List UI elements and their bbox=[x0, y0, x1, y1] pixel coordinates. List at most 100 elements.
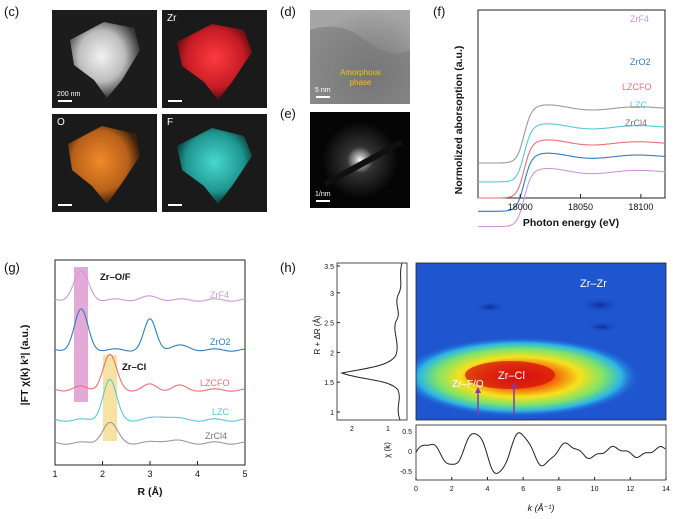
xanes-xtick-label-2: 18100 bbox=[628, 202, 653, 212]
panel-label-h: (h) bbox=[280, 260, 296, 275]
wt-side-profile bbox=[340, 262, 403, 421]
wt-arrowhead-zrcl bbox=[511, 382, 517, 388]
ft-line-1 bbox=[54, 308, 246, 352]
xanes-legend-lzcfo: LZCFO bbox=[622, 82, 652, 92]
wt-rtick-label-4: 1.5 bbox=[324, 380, 334, 387]
wt-ktick-label-2: 4 bbox=[485, 486, 489, 493]
ft-xtick-label-4: 5 bbox=[242, 469, 247, 479]
wt-main-core bbox=[465, 361, 555, 389]
saed-scalebar-label: 1/nm bbox=[315, 191, 331, 198]
xanes-xtick-label-1: 18050 bbox=[568, 202, 593, 212]
zr-map-scalebar bbox=[168, 100, 182, 102]
xanes-xtick-label-0: 18000 bbox=[508, 202, 533, 212]
wt-feature-2 bbox=[472, 301, 508, 313]
wt-arrowhead-zrfo bbox=[475, 387, 481, 393]
xanes-line-4 bbox=[478, 104, 666, 164]
amorphous-annotation-line2: phase bbox=[349, 78, 372, 87]
panel-label-c: (c) bbox=[4, 4, 20, 19]
f-map-label: F bbox=[167, 117, 174, 128]
xanes-tick-group: 18000 18050 18100 bbox=[508, 194, 653, 212]
panel-label-g: (g) bbox=[4, 260, 20, 275]
zrcl-highlight bbox=[103, 355, 117, 441]
wt-chi-tick-group: 0.5 0 -0.5 bbox=[400, 429, 412, 476]
zr-map-label: Zr bbox=[167, 13, 177, 24]
wt-side-xtick-label-1: 1 bbox=[386, 426, 390, 433]
wt-zrzr-feature bbox=[578, 297, 622, 313]
f-map-scalebar bbox=[168, 204, 182, 206]
wt-chitick-label-2: -0.5 bbox=[400, 469, 412, 476]
ft-xtick-label-1: 2 bbox=[100, 469, 105, 479]
wt-ylabel: R + ΔR (Å) bbox=[313, 315, 322, 354]
xanes-line-3 bbox=[478, 123, 666, 183]
wt-rtick-label-2: 2.5 bbox=[324, 321, 334, 328]
saed-scalebar bbox=[316, 200, 330, 202]
xanes-line-0 bbox=[478, 167, 666, 228]
wt-label-zrcl: Zr–Cl bbox=[498, 370, 525, 382]
ft-legend-zro2: ZrO2 bbox=[210, 337, 231, 347]
saed-pattern bbox=[322, 122, 404, 198]
wt-ktick-label-3: 6 bbox=[521, 486, 525, 493]
wt-label-zrzr: Zr–Zr bbox=[580, 278, 607, 290]
ft-xtick-label-2: 3 bbox=[147, 469, 152, 479]
wt-map bbox=[416, 263, 666, 420]
f-map-particle bbox=[177, 128, 252, 204]
wt-side-xtick-label-0: 2 bbox=[350, 426, 354, 433]
ft-ylabel: |FT χ(k) k³| (a.u.) bbox=[19, 325, 31, 406]
ft-line-0 bbox=[54, 270, 246, 302]
o-map-label: O bbox=[57, 117, 65, 128]
ft-legend-lzcfo: LZCFO bbox=[200, 378, 230, 388]
wt-ktick-label-6: 12 bbox=[626, 486, 634, 493]
xanes-legend-zro2: ZrO2 bbox=[630, 57, 651, 67]
ft-legend-zrcl4: ZrCl4 bbox=[205, 431, 227, 441]
ft-xtick-label-0: 1 bbox=[52, 469, 57, 479]
amorphous-annotation-line1: Amorphous bbox=[340, 68, 381, 77]
ft-legend-lzc: LZC bbox=[212, 407, 230, 417]
ft-legend-zrf4: ZrF4 bbox=[210, 290, 229, 300]
xanes-series-group bbox=[478, 104, 666, 228]
wt-chi-axes bbox=[415, 424, 667, 481]
saed-image: 1/nm bbox=[310, 112, 410, 208]
zr-map-particle bbox=[177, 24, 252, 100]
panel-label-e: (e) bbox=[280, 106, 296, 121]
wt-side-axes bbox=[336, 262, 408, 421]
hrtem-image: Amorphous phase 5 nm bbox=[310, 10, 410, 104]
haadf-image: 200 nm bbox=[52, 10, 157, 108]
wt-rtick-label-5: 1 bbox=[330, 410, 334, 417]
wt-ktick-label-5: 10 bbox=[591, 486, 599, 493]
ft-xlabel: R (Å) bbox=[137, 485, 162, 498]
wt-label-zrfo: Zr–F/O bbox=[452, 379, 484, 390]
xanes-chart: Normolized aborsoption (a.u.) 18000 18050… bbox=[453, 9, 666, 229]
ft-tick-group: 1 2 3 4 5 bbox=[52, 461, 248, 479]
wt-k-tick-group: 0 2 4 6 8 10 12 14 bbox=[414, 477, 670, 493]
hrtem-scalebar-label: 5 nm bbox=[315, 87, 331, 94]
ft-line-2 bbox=[54, 353, 246, 392]
xanes-line-2 bbox=[478, 139, 666, 199]
o-map-scalebar bbox=[58, 204, 72, 206]
ft-series-group bbox=[54, 270, 246, 445]
wt-ktick-label-0: 0 bbox=[414, 486, 418, 493]
xanes-xlabel: Photon energy (eV) bbox=[523, 217, 619, 229]
zrof-highlight bbox=[74, 267, 88, 402]
ft-exafs-chart: |FT χ(k) k³| (a.u.) 1 2 3 4 5 Zr–O/F Zr–Cl Z… bbox=[19, 259, 248, 498]
wt-chitick-label-0: 0.5 bbox=[402, 429, 412, 436]
xanes-legend-zrcl4: ZrCl4 bbox=[625, 118, 647, 128]
hrtem-texture bbox=[310, 10, 410, 104]
ft-line-3 bbox=[54, 378, 246, 422]
f-map-image: F bbox=[162, 114, 267, 212]
wt-chitick-label-1: 0 bbox=[408, 449, 412, 456]
zr-map-image: Zr bbox=[162, 10, 267, 108]
xanes-legend-zrf4: ZrF4 bbox=[630, 14, 649, 24]
wt-xlabel: k (Å⁻¹) bbox=[528, 503, 555, 513]
wt-chi-ylabel: χ (k) bbox=[383, 442, 392, 458]
xanes-line-1 bbox=[478, 152, 666, 212]
ft-line-4 bbox=[54, 421, 246, 445]
xanes-legend-lzc: LZC bbox=[630, 100, 648, 110]
zrof-annotation: Zr–O/F bbox=[100, 272, 131, 283]
hrtem-scalebar bbox=[316, 96, 330, 98]
wt-rtick-label-1: 3 bbox=[330, 291, 334, 298]
wt-ktick-label-1: 2 bbox=[450, 486, 454, 493]
wt-ktick-label-7: 14 bbox=[662, 486, 670, 493]
panel-label-f: (f) bbox=[433, 4, 446, 19]
o-map-image: O bbox=[52, 114, 157, 212]
